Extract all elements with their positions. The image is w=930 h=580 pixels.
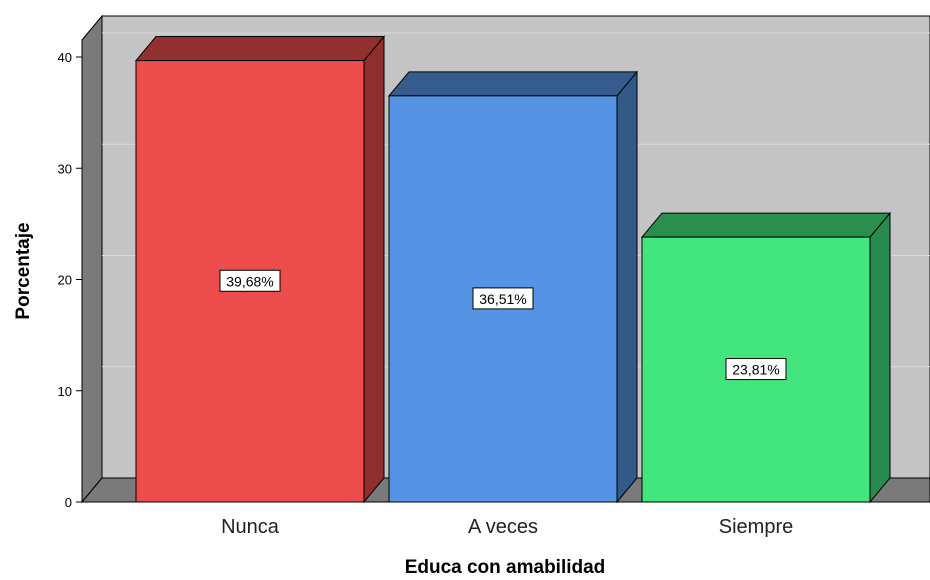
plot-left-wall xyxy=(81,14,103,504)
y-axis-title: Porcentaje xyxy=(13,222,34,319)
x-tick-labels: Nunca A veces Siempre xyxy=(221,516,793,538)
data-labels: 39,68% 36,51% 23,81% xyxy=(219,269,787,381)
x-axis-title: Educa con amabilidad xyxy=(405,557,606,578)
data-label: 23,81% xyxy=(725,358,787,381)
bar-side xyxy=(869,211,891,504)
data-label-box xyxy=(219,269,281,292)
x-tick-label: Siempre xyxy=(719,516,793,538)
y-ticks: 0 10 20 30 40 xyxy=(58,50,82,510)
data-label-box xyxy=(725,358,787,381)
data-label-box xyxy=(472,287,534,310)
y-tick-label: 20 xyxy=(58,273,72,288)
bar-side xyxy=(616,70,638,504)
y-tick-label: 0 xyxy=(65,495,72,510)
bars xyxy=(134,35,892,504)
x-tick-label: Nunca xyxy=(221,516,280,538)
bar-top xyxy=(134,36,386,62)
data-label: 39,68% xyxy=(219,269,281,292)
data-label-text: 39,68% xyxy=(226,273,273,289)
x-tick-label: A veces xyxy=(468,516,538,538)
bar-a-veces xyxy=(387,70,639,504)
data-label-text: 23,81% xyxy=(732,362,779,378)
data-label: 36,51% xyxy=(472,287,534,310)
bar-top xyxy=(640,212,892,238)
bar-nunca xyxy=(134,35,386,504)
data-label-text: 36,51% xyxy=(479,291,526,307)
y-tick-label: 30 xyxy=(58,161,72,176)
bar-siempre xyxy=(640,211,892,504)
y-tick-label: 10 xyxy=(58,384,72,399)
bar-top xyxy=(387,71,639,97)
bar-side xyxy=(363,35,385,504)
y-tick-label: 40 xyxy=(58,50,72,65)
